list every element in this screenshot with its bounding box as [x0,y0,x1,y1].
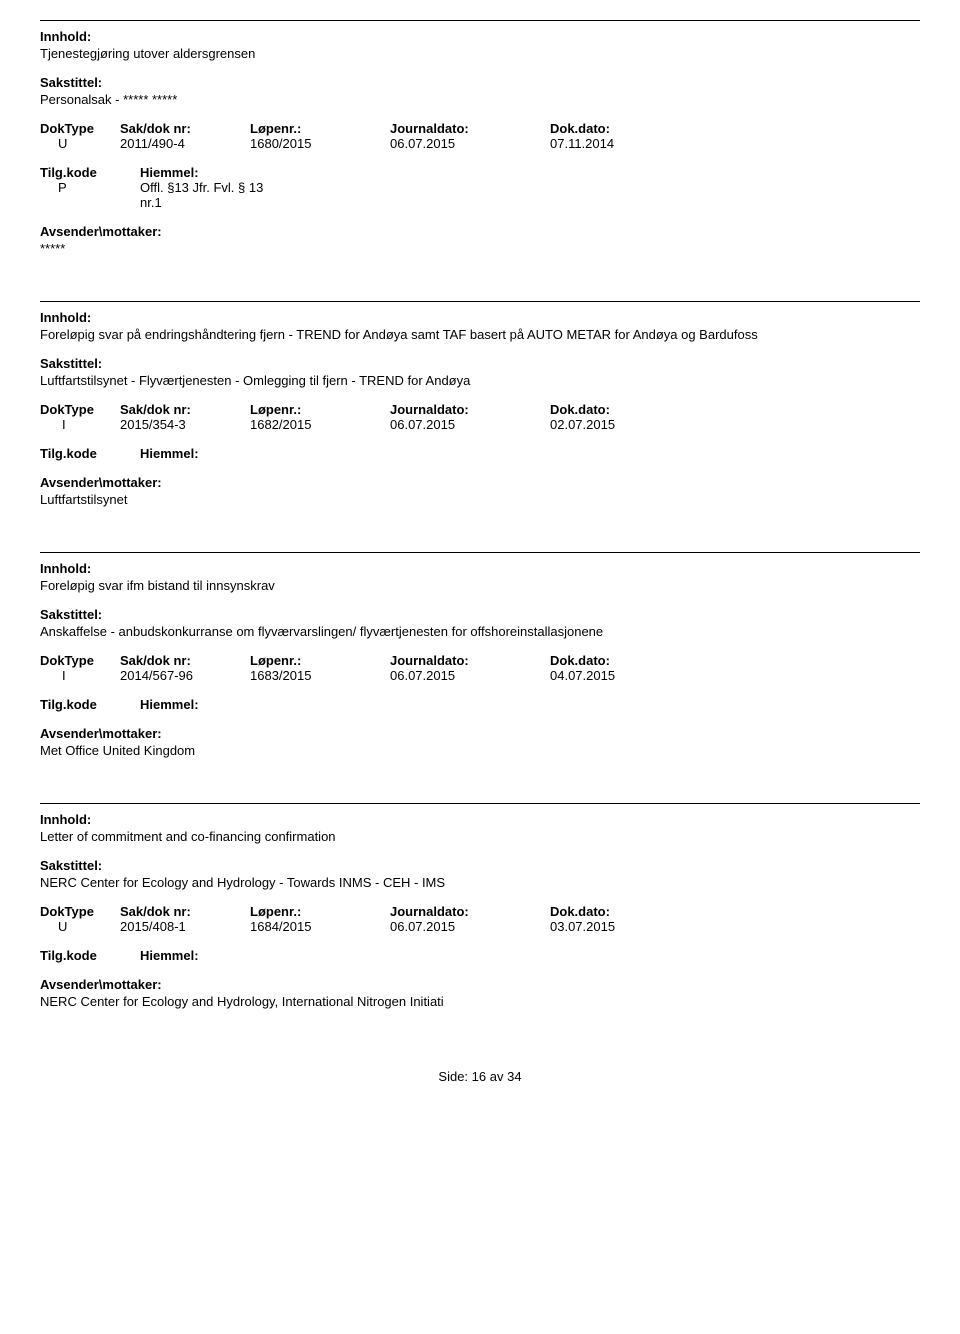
divider [40,552,920,553]
avsender-label: Avsender\mottaker: [40,977,920,992]
tilgkode-value: P [40,180,140,210]
lopenr-header: Løpenr.: [250,402,390,417]
innhold-label: Innhold: [40,561,920,576]
journal-record: Innhold: Foreløpig svar ifm bistand til … [40,552,920,758]
avsender-label: Avsender\mottaker: [40,475,920,490]
tilgkode-header: Tilg.kode [40,165,140,180]
journal-record: Innhold: Tjenestegjøring utover aldersgr… [40,20,920,256]
saknr-header: Sak/dok nr: [120,904,250,919]
hjemmel-table: Tilg.kode Hiemmel: [40,697,920,712]
hjemmel-header: Hiemmel: [140,165,280,180]
saknr-header: Sak/dok nr: [120,402,250,417]
tilgkode-header: Tilg.kode [40,697,140,712]
dokdato-header: Dok.dato: [550,402,690,417]
lopenr-value: 1682/2015 [250,417,390,432]
journaldato-value: 06.07.2015 [390,417,550,432]
sakstittel-value: NERC Center for Ecology and Hydrology - … [40,875,920,890]
journaldato-header: Journaldato: [390,653,550,668]
dokdato-header: Dok.dato: [550,904,690,919]
hjemmel-header: Hiemmel: [140,446,280,461]
sakstittel-label: Sakstittel: [40,356,920,371]
tilgkode-header: Tilg.kode [40,948,140,963]
dokdato-value: 02.07.2015 [550,417,690,432]
avsender-label: Avsender\mottaker: [40,224,920,239]
innhold-value: Letter of commitment and co-financing co… [40,829,920,844]
lopenr-value: 1684/2015 [250,919,390,934]
page-total: 34 [507,1069,521,1084]
doktype-value: I [40,668,120,683]
dokdato-header: Dok.dato: [550,121,690,136]
sakstittel-value: Personalsak - ***** ***** [40,92,920,107]
dokdato-header: Dok.dato: [550,653,690,668]
divider [40,803,920,804]
meta-table: DokType Sak/dok nr: Løpenr.: Journaldato… [40,653,920,683]
page-footer: Side: 16 av 34 [40,1069,920,1084]
doktype-value: I [40,417,120,432]
sakstittel-value: Anskaffelse - anbudskonkurranse om flyvæ… [40,624,920,639]
innhold-label: Innhold: [40,29,920,44]
avsender-label: Avsender\mottaker: [40,726,920,741]
page-sep: av [490,1069,504,1084]
meta-table: DokType Sak/dok nr: Løpenr.: Journaldato… [40,402,920,432]
tilgkode-header: Tilg.kode [40,446,140,461]
journaldato-value: 06.07.2015 [390,919,550,934]
journaldato-header: Journaldato: [390,904,550,919]
innhold-value: Foreløpig svar ifm bistand til innsynskr… [40,578,920,593]
lopenr-value: 1680/2015 [250,136,390,151]
doktype-value: U [40,919,120,934]
lopenr-header: Løpenr.: [250,653,390,668]
sakstittel-value: Luftfartstilsynet - Flyværtjenesten - Om… [40,373,920,388]
hjemmel-header: Hiemmel: [140,948,280,963]
journaldato-value: 06.07.2015 [390,136,550,151]
avsender-value: Met Office United Kingdom [40,743,920,758]
journaldato-header: Journaldato: [390,121,550,136]
innhold-value: Tjenestegjøring utover aldersgrensen [40,46,920,61]
avsender-value: Luftfartstilsynet [40,492,920,507]
meta-table: DokType Sak/dok nr: Løpenr.: Journaldato… [40,904,920,934]
sakstittel-label: Sakstittel: [40,75,920,90]
lopenr-value: 1683/2015 [250,668,390,683]
innhold-label: Innhold: [40,310,920,325]
journal-record: Innhold: Foreløpig svar på endringshåndt… [40,301,920,507]
meta-table: DokType Sak/dok nr: Løpenr.: Journaldato… [40,121,920,151]
document-page: Innhold: Tjenestegjøring utover aldersgr… [0,0,960,1104]
page-current: 16 [472,1069,486,1084]
hjemmel-table: Tilg.kode Hiemmel: [40,446,920,461]
saknr-value: 2011/490-4 [120,136,250,151]
innhold-value: Foreløpig svar på endringshåndtering fje… [40,327,920,342]
lopenr-header: Løpenr.: [250,121,390,136]
saknr-value: 2014/567-96 [120,668,250,683]
saknr-value: 2015/408-1 [120,919,250,934]
sakstittel-label: Sakstittel: [40,607,920,622]
doktype-header: DokType [40,402,120,417]
journaldato-value: 06.07.2015 [390,668,550,683]
sakstittel-label: Sakstittel: [40,858,920,873]
journaldato-header: Journaldato: [390,402,550,417]
side-label: Side: [438,1069,468,1084]
doktype-header: DokType [40,653,120,668]
divider [40,20,920,21]
saknr-header: Sak/dok nr: [120,653,250,668]
hjemmel-table: Tilg.kode Hiemmel: [40,948,920,963]
hjemmel-header: Hiemmel: [140,697,280,712]
doktype-value: U [40,136,120,151]
hjemmel-table: Tilg.kode Hiemmel: P Offl. §13 Jfr. Fvl.… [40,165,920,210]
innhold-label: Innhold: [40,812,920,827]
dokdato-value: 03.07.2015 [550,919,690,934]
saknr-value: 2015/354-3 [120,417,250,432]
divider [40,301,920,302]
doktype-header: DokType [40,904,120,919]
dokdato-value: 04.07.2015 [550,668,690,683]
saknr-header: Sak/dok nr: [120,121,250,136]
dokdato-value: 07.11.2014 [550,136,690,151]
hjemmel-value: Offl. §13 Jfr. Fvl. § 13 nr.1 [140,180,280,210]
doktype-header: DokType [40,121,120,136]
avsender-value: NERC Center for Ecology and Hydrology, I… [40,994,920,1009]
journal-record: Innhold: Letter of commitment and co-fin… [40,803,920,1009]
lopenr-header: Løpenr.: [250,904,390,919]
avsender-value: ***** [40,241,920,256]
